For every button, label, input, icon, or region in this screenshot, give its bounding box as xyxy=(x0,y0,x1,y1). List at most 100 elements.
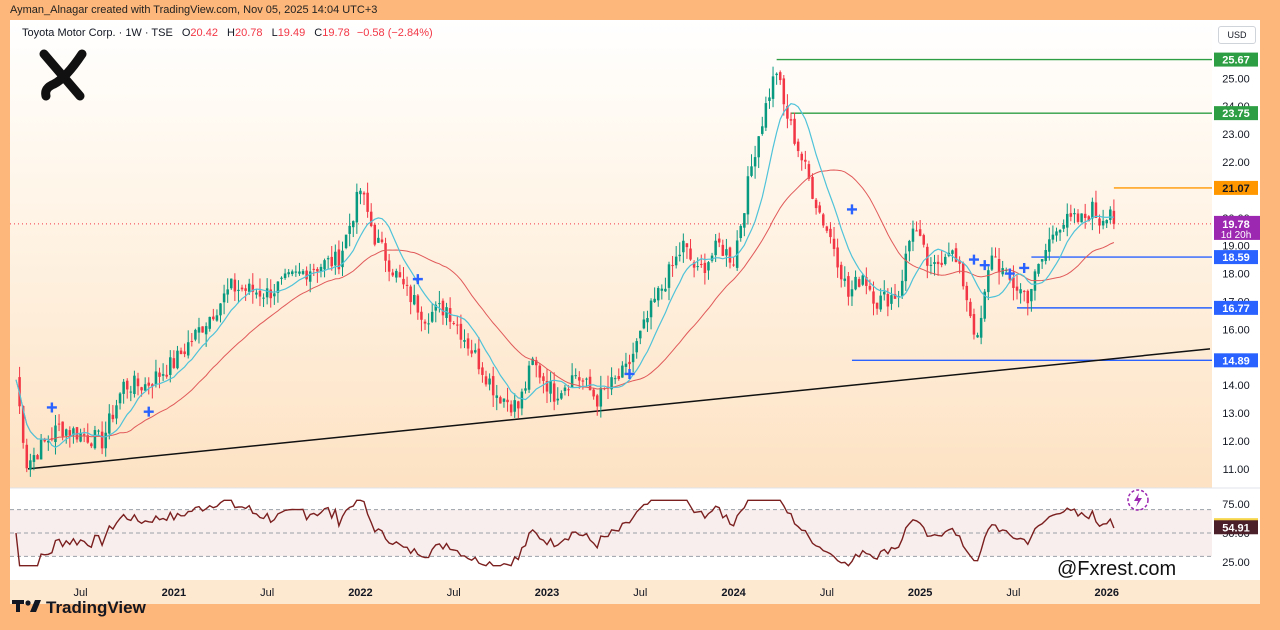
candle-body xyxy=(47,440,50,443)
candle-body xyxy=(717,238,721,243)
candle-body xyxy=(434,304,438,311)
chart-panel[interactable]: 11.0012.0013.0014.0015.0016.0017.0018.00… xyxy=(10,20,1260,604)
price-chart[interactable]: 11.0012.0013.0014.0015.0016.0017.0018.00… xyxy=(10,20,1260,604)
candle-body xyxy=(836,247,839,268)
candle-body xyxy=(125,380,129,390)
candle-body xyxy=(613,378,617,380)
symbol-legend: Toyota Motor Corp. · 1W · TSE O20.42 H20… xyxy=(22,27,433,39)
close-value: 19.78 xyxy=(322,27,350,39)
candle-body xyxy=(796,141,800,152)
candle-body xyxy=(1098,218,1101,226)
candle-body xyxy=(226,289,229,295)
rsi-line xyxy=(15,499,1115,567)
candle-body xyxy=(883,291,886,295)
candle-body xyxy=(1069,213,1073,217)
candle-body xyxy=(57,423,61,425)
candle-body xyxy=(595,395,599,407)
candle-body xyxy=(1076,213,1080,222)
candle-body xyxy=(599,387,603,407)
candle-body xyxy=(39,439,43,460)
candle-body xyxy=(811,176,814,199)
candle-body xyxy=(230,278,233,289)
candle-body xyxy=(621,365,624,378)
candle-body xyxy=(531,358,534,365)
time-tick-label: Jul xyxy=(820,587,834,599)
candle-body xyxy=(865,277,868,286)
candle-body xyxy=(847,276,850,297)
level-label: 18.59 xyxy=(1222,252,1250,264)
cross-marker-icon xyxy=(1004,268,1015,279)
candle-body xyxy=(513,400,516,412)
lightning-gear-icon[interactable] xyxy=(1126,488,1150,517)
rsi-tick-label: 75.00 xyxy=(1222,499,1250,511)
candle-body xyxy=(54,425,57,443)
candle-body xyxy=(793,118,796,144)
change-value: −0.58 (−2.84%) xyxy=(356,27,433,39)
candle-body xyxy=(857,279,861,287)
candle-body xyxy=(1105,220,1108,224)
candle-body xyxy=(682,240,685,253)
candle-body xyxy=(990,255,994,270)
candle-body xyxy=(441,300,445,316)
cross-marker-icon xyxy=(46,402,57,413)
candle-body xyxy=(725,249,728,256)
candle-body xyxy=(875,302,879,309)
candle-body xyxy=(574,375,577,377)
price-tick-label: 12.00 xyxy=(1222,436,1250,448)
candle-body xyxy=(664,288,667,292)
open-value: 20.42 xyxy=(190,27,218,39)
candle-body xyxy=(438,303,441,305)
candle-body xyxy=(911,228,915,242)
level-label: 23.75 xyxy=(1222,108,1250,120)
high-value: 20.78 xyxy=(234,27,263,39)
candle-body xyxy=(1109,209,1112,220)
close-label: C xyxy=(314,27,323,39)
candle-body xyxy=(158,372,161,377)
level-label: 14.89 xyxy=(1222,355,1250,367)
candle-body xyxy=(222,293,226,303)
candle-body xyxy=(778,72,782,81)
currency-button[interactable]: USD xyxy=(1218,26,1256,44)
candle-body xyxy=(983,291,986,319)
candle-body xyxy=(43,439,46,442)
candle-body xyxy=(82,434,86,436)
time-tick-label: 2026 xyxy=(1094,587,1118,599)
rsi-tick-label: 25.00 xyxy=(1222,557,1250,569)
time-tick-label: Jul xyxy=(447,587,461,599)
candle-body xyxy=(190,340,194,342)
author-caption: Ayman_Alnagar created with TradingView.c… xyxy=(10,4,378,16)
candle-body xyxy=(201,326,204,333)
candle-body xyxy=(639,330,642,339)
candle-body xyxy=(696,266,699,268)
candle-body xyxy=(484,376,488,385)
candle-body xyxy=(384,243,387,261)
candle-body xyxy=(987,270,990,293)
candle-body xyxy=(402,278,405,285)
time-tick-label: 2024 xyxy=(721,587,746,599)
candle-body xyxy=(517,401,520,409)
level-tag-25.67 xyxy=(1214,52,1258,67)
candle-body xyxy=(398,272,402,278)
candle-body xyxy=(420,311,423,320)
candle-body xyxy=(617,376,621,379)
candle-body xyxy=(147,382,151,386)
level-tag-14.89 xyxy=(1214,353,1258,368)
candle-body xyxy=(631,353,635,363)
open-label: O xyxy=(181,27,191,39)
candle-body xyxy=(212,316,215,320)
candle-body xyxy=(219,303,222,316)
candle-body xyxy=(136,378,140,387)
candle-body xyxy=(918,229,922,236)
candle-body xyxy=(958,260,961,264)
candle-body xyxy=(244,288,247,291)
price-tick-label: 23.00 xyxy=(1222,129,1250,141)
high-label: H xyxy=(227,27,235,39)
candle-body xyxy=(807,164,811,179)
fast-moving-average xyxy=(15,103,1114,448)
candle-body xyxy=(240,287,244,290)
candle-body xyxy=(90,443,93,447)
cross-marker-icon xyxy=(968,254,979,265)
time-tick-label: 2021 xyxy=(162,587,186,599)
candle-body xyxy=(700,263,703,265)
